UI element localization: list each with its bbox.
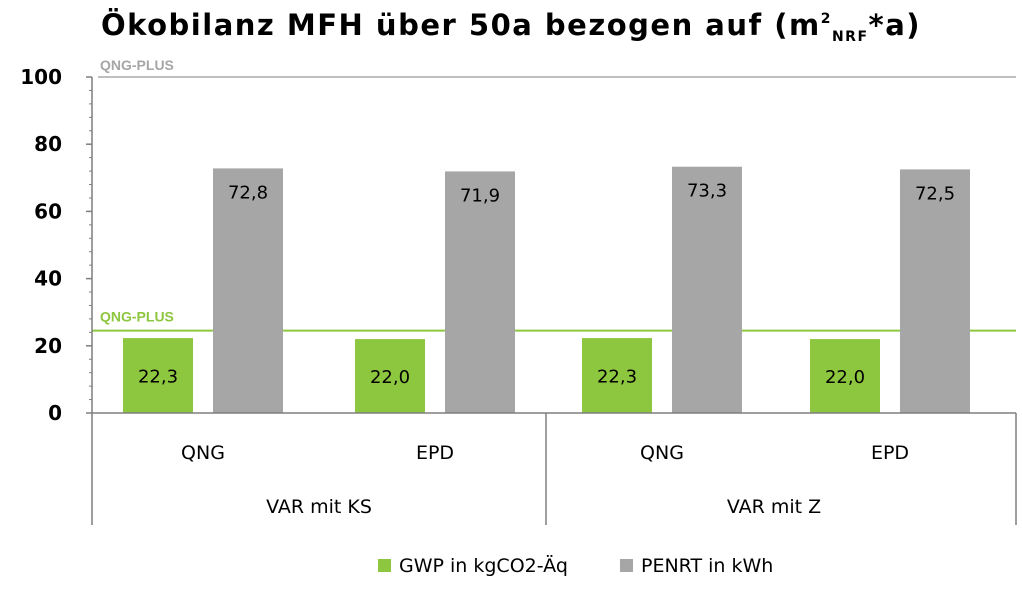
bar <box>123 338 193 413</box>
data-label: 22,3 <box>138 367 178 388</box>
y-tick-label: 60 <box>34 199 62 223</box>
y-tick-label: 40 <box>34 267 62 291</box>
reference-line-label: QNG-PLUS <box>100 57 174 73</box>
chart-title-superscript: 2 <box>821 11 832 27</box>
data-label: 73,3 <box>687 181 727 202</box>
y-tick-label: 80 <box>34 132 62 156</box>
bar <box>355 339 425 413</box>
legend-swatch <box>620 559 633 572</box>
x-tick-label: QNG <box>181 442 225 464</box>
x-tick-label: QNG <box>640 442 684 464</box>
chart-title: Ökobilanz MFH über 50a bezogen auf (m2NR… <box>101 8 921 45</box>
reference-line-label: QNG-PLUS <box>100 309 174 325</box>
x-group-label: VAR mit Z <box>727 496 821 518</box>
y-tick-label: 20 <box>34 334 62 358</box>
x-group-label: VAR mit KS <box>266 496 372 518</box>
x-tick-label: EPD <box>871 442 909 464</box>
bar <box>672 166 742 413</box>
axes: 0 20 40 60 80 100 <box>20 65 93 525</box>
chart-title-main: Ökobilanz MFH über 50a bezogen auf (m <box>101 8 821 42</box>
data-label: 22,0 <box>370 367 410 388</box>
legend-label: PENRT in kWh <box>641 555 773 577</box>
bar <box>900 169 970 413</box>
legend-label: GWP in kgCO2-Äq <box>399 554 568 577</box>
bars <box>123 166 970 413</box>
data-label: 22,0 <box>825 367 865 388</box>
data-label: 72,5 <box>915 183 955 204</box>
chart-title-end: *a) <box>869 8 922 42</box>
bar <box>810 339 880 413</box>
x-tick-label: EPD <box>416 442 454 464</box>
x-axis: QNG EPD VAR mit KS QNG EPD VAR mit Z <box>92 412 1017 525</box>
bar <box>582 338 652 413</box>
y-tick-label: 100 <box>20 65 62 89</box>
data-label: 22,3 <box>597 367 637 388</box>
bar <box>213 168 283 413</box>
y-tick-label: 0 <box>48 401 62 425</box>
legend: GWP in kgCO2-Äq PENRT in kWh <box>378 554 773 577</box>
data-labels: 22,3 22,0 22,3 22,0 72,8 71,9 73,3 72,5 <box>138 181 955 388</box>
legend-swatch <box>378 559 391 572</box>
data-label: 71,9 <box>460 185 500 206</box>
chart-title-subscript: NRF <box>832 29 869 45</box>
bar <box>445 171 515 413</box>
reference-lines: QNG-PLUS QNG-PLUS <box>92 57 1016 332</box>
data-label: 72,8 <box>228 182 268 203</box>
